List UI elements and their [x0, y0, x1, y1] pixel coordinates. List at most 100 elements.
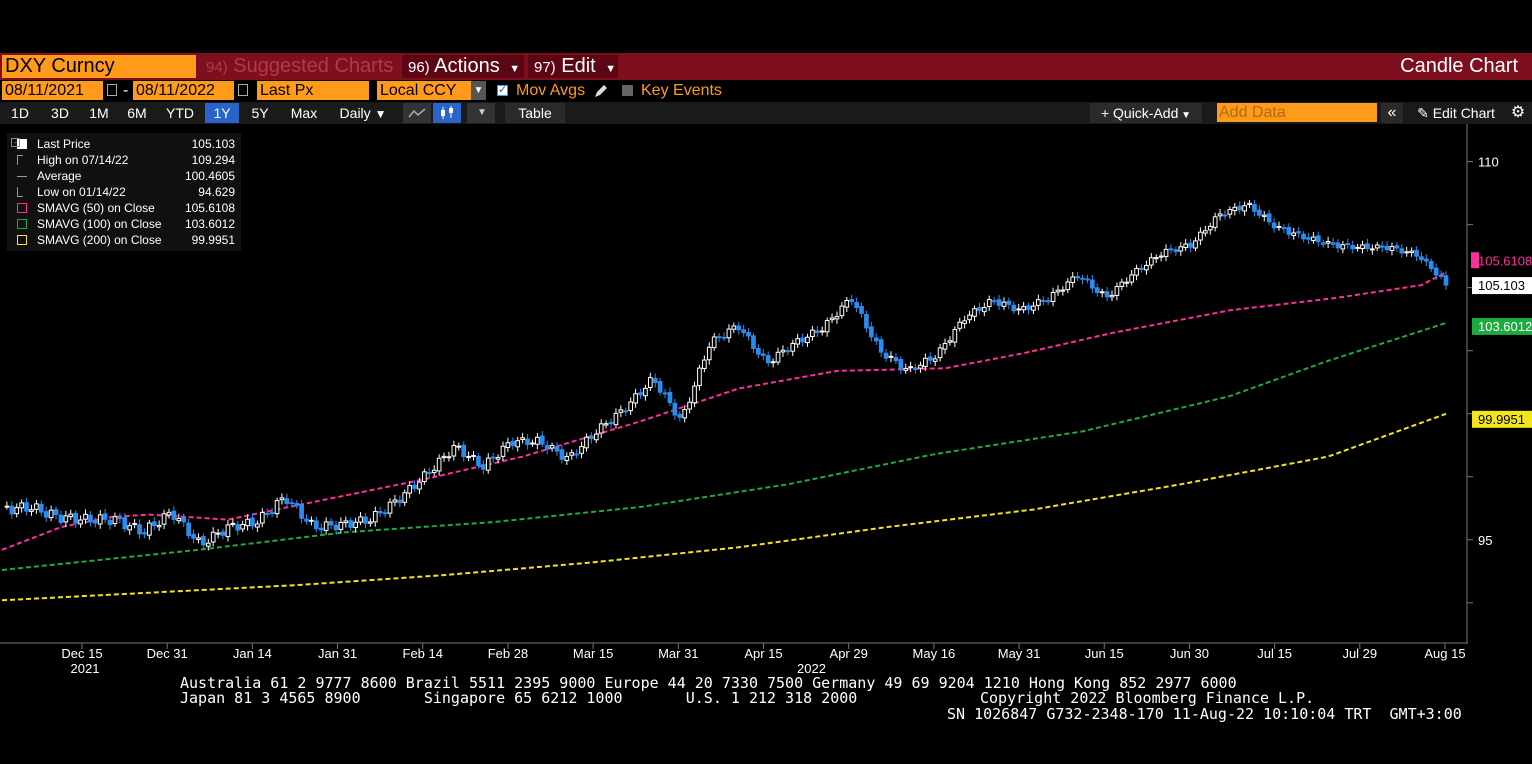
period-button-ytd[interactable]: YTD [166, 105, 194, 121]
currency-select[interactable]: Local CCY [377, 81, 471, 100]
period-button-max[interactable]: Max [290, 105, 318, 121]
candle-up [1119, 281, 1125, 287]
candle-chart[interactable]: 95 110 Dec 15 Dec 31 Jan 14 Jan 31 Feb 14 Feb … [0, 124, 1532, 675]
candle-down [1320, 242, 1326, 245]
suggested-charts-menu[interactable]: 94) Suggested Charts [200, 55, 398, 78]
candle-down [741, 329, 746, 334]
candle-up [1183, 243, 1189, 248]
candle-up [1134, 267, 1139, 276]
candle-down [589, 435, 594, 440]
pencil-icon[interactable] [593, 83, 609, 99]
collapse-icon[interactable]: - [11, 138, 20, 147]
candle-down [1080, 277, 1085, 280]
candle-up [1242, 205, 1247, 212]
candle-up [1021, 306, 1026, 311]
mov-avgs-checkbox[interactable] [497, 83, 508, 96]
candle-down [264, 512, 270, 515]
legend-row[interactable]: High on 07/14/22 109.294 [7, 152, 241, 168]
line-chart-type-button[interactable] [403, 103, 431, 123]
chevron-down-icon[interactable]: ▼ [471, 81, 486, 100]
candle-down [151, 521, 157, 527]
candle-up [387, 501, 393, 514]
candle-down [171, 510, 177, 520]
table-button[interactable]: Table [505, 103, 565, 123]
x-tick-label: Jan 14 [233, 646, 272, 661]
candle-up [161, 513, 167, 525]
quick-add-button[interactable]: + Quick-Add ▼ [1090, 103, 1202, 123]
period-button-6m[interactable]: 6M [127, 105, 147, 121]
candle-up [127, 525, 133, 531]
candle-up [48, 509, 54, 519]
candle-down [873, 337, 879, 342]
candle-down [24, 502, 29, 512]
edit-menu[interactable]: 97) Edit ▼ [528, 55, 618, 78]
add-data-input[interactable]: Add Data [1217, 103, 1377, 122]
candle-up [888, 355, 894, 358]
candle-up [500, 445, 506, 457]
candle-up [726, 328, 732, 339]
price-label: 105.103 [1478, 278, 1525, 293]
candle-up [1114, 286, 1120, 296]
candle-up [603, 423, 609, 426]
candle-down [1330, 242, 1336, 245]
period-button-3d[interactable]: 3D [51, 105, 69, 121]
legend-row[interactable]: Last Price 105.103 [7, 136, 241, 152]
candle-up [706, 346, 712, 361]
candle-up [643, 387, 648, 397]
calendar-icon[interactable] [107, 84, 117, 96]
collapse-double-chevron-icon[interactable]: « [1381, 103, 1403, 123]
period-button-5y[interactable]: 5Y [251, 105, 269, 121]
actions-menu[interactable]: 96) Actions ▼ [402, 55, 524, 78]
candle-down [186, 522, 191, 537]
candle-up [358, 516, 363, 523]
end-date-field[interactable]: 08/11/2022 [133, 81, 234, 100]
edit-chart-button[interactable]: ✎ Edit Chart [1407, 103, 1505, 123]
candle-up [417, 481, 422, 490]
candle-down [898, 359, 904, 370]
date-range-dash: - [123, 82, 129, 99]
period-button-1d[interactable]: 1D [11, 105, 29, 121]
candle-up [210, 531, 216, 543]
candle-up [923, 357, 928, 368]
candle-down [43, 511, 49, 518]
candle-up [309, 519, 314, 522]
legend-row[interactable]: Low on 01/14/22 94.629 [7, 184, 241, 200]
legend-row[interactable]: Average 100.4605 [7, 168, 241, 184]
legend-row[interactable]: SMAVG (100) on Close 103.6012 [7, 216, 241, 232]
calendar-icon[interactable] [238, 84, 248, 96]
legend-name: SMAVG (50) on Close [37, 201, 155, 215]
candle-up [1340, 244, 1346, 250]
footer-copyright: Copyright 2022 Bloomberg Finance L.P. [980, 689, 1315, 707]
candle-down [554, 446, 560, 452]
candle-up [407, 485, 412, 494]
candle-up [230, 522, 236, 525]
start-date-field[interactable]: 08/11/2021 [2, 81, 103, 100]
ticker-field[interactable]: DXY Curncy [2, 55, 196, 78]
chart-type-dropdown[interactable]: ▼ [467, 103, 495, 123]
candle-down [461, 444, 467, 458]
frequency-select[interactable]: Daily ▼ [330, 103, 396, 123]
candle-down [736, 325, 742, 331]
x-tick-label: Aug 15 [1424, 646, 1465, 661]
legend-row[interactable]: SMAVG (200) on Close 99.9951 [7, 232, 241, 248]
key-events-checkbox[interactable] [622, 85, 633, 96]
candle-up [628, 401, 634, 412]
gear-icon[interactable]: ⚙ [1510, 104, 1526, 121]
price-label-box [1472, 317, 1532, 335]
candle-up [205, 542, 211, 547]
candle-up [1031, 305, 1036, 311]
candle-up [166, 511, 172, 516]
candle-up [97, 514, 103, 525]
candle-up [1217, 213, 1223, 217]
legend-row[interactable]: SMAVG (50) on Close 105.6108 [7, 200, 241, 216]
period-button-1y[interactable]: 1Y [205, 103, 239, 123]
candle-down [638, 392, 643, 396]
candle-up [147, 522, 152, 536]
candle-chart-type-button[interactable] [433, 103, 461, 123]
candle-up [255, 523, 260, 528]
candle-down [623, 410, 629, 413]
price-field-select[interactable]: Last Px [257, 81, 369, 100]
candle-down [849, 298, 855, 303]
period-button-1m[interactable]: 1M [89, 105, 109, 121]
candle-up [451, 445, 457, 457]
